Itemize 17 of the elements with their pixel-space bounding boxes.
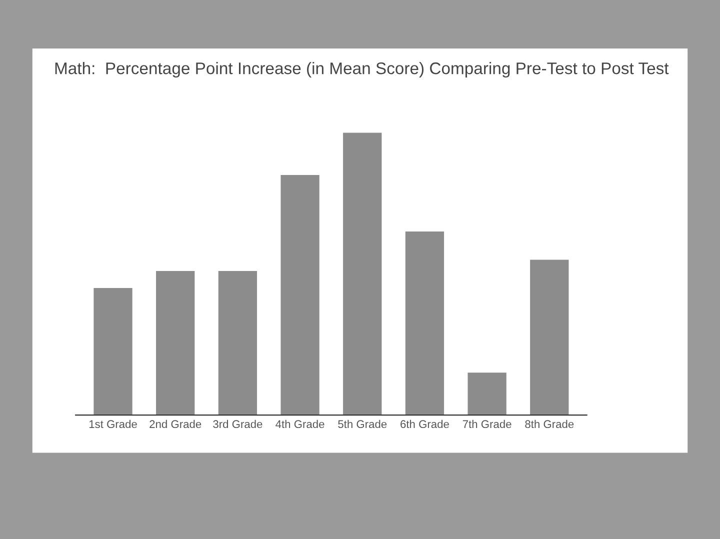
bar bbox=[405, 232, 444, 416]
x-tick-label: 6th Grade bbox=[400, 420, 449, 428]
x-tick-label: 8th Grade bbox=[525, 420, 574, 428]
chart-title: Math: Percentage Point Increase (in Mean Score) Comparing Pre-Test to Post Test bbox=[55, 62, 669, 78]
bar bbox=[218, 271, 258, 416]
x-tick-label: 3rd Grade bbox=[213, 420, 262, 428]
bar bbox=[156, 271, 195, 416]
x-tick-label: 4th Grade bbox=[276, 420, 324, 428]
x-tick-label: 7th Grade bbox=[462, 420, 512, 428]
x-tick-label: 2nd Grade bbox=[150, 420, 202, 428]
bar bbox=[280, 175, 320, 416]
bar bbox=[468, 372, 506, 416]
x-tick-label: 1st Grade bbox=[89, 420, 137, 428]
bar bbox=[343, 132, 382, 416]
bar bbox=[530, 260, 569, 416]
x-tick-label: 5th Grade bbox=[338, 420, 387, 428]
bar bbox=[94, 288, 132, 416]
